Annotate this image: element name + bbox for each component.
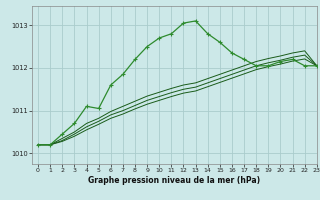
X-axis label: Graphe pression niveau de la mer (hPa): Graphe pression niveau de la mer (hPa) — [88, 176, 260, 185]
